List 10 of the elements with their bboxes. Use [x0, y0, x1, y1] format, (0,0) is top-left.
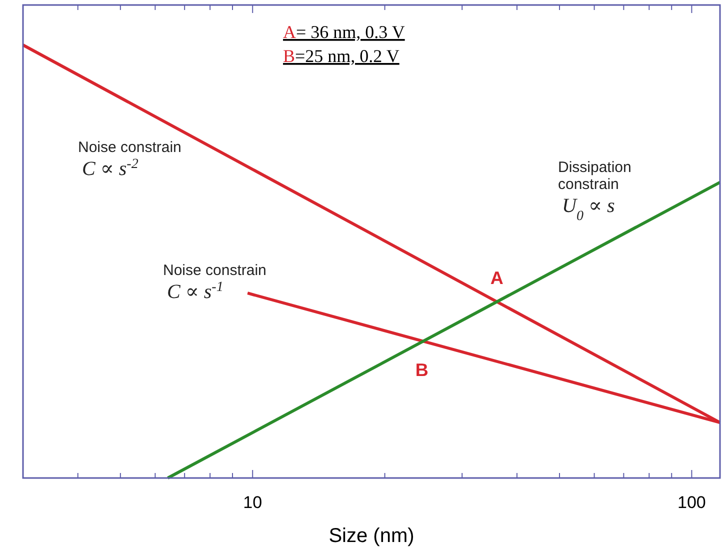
annotation: Noise constrain C ∝ s$^{-2}$: [78, 139, 182, 180]
annotation: Noise constrain C ∝ s$^{-1}$: [163, 262, 266, 303]
x-tick-label: 100: [678, 493, 706, 512]
annotation: A: [490, 268, 504, 288]
annotation: B: [415, 360, 428, 380]
annotation: B=25 nm, 0.2 V: [283, 46, 400, 66]
text: A= 36 nm, 0.3 V: [283, 22, 405, 42]
annotation: Dissipation constrain U$_{0}$ ∝ s: [558, 159, 632, 224]
x-axis-title: Size (nm): [328, 525, 414, 547]
x-tick-label: 10: [243, 493, 262, 512]
